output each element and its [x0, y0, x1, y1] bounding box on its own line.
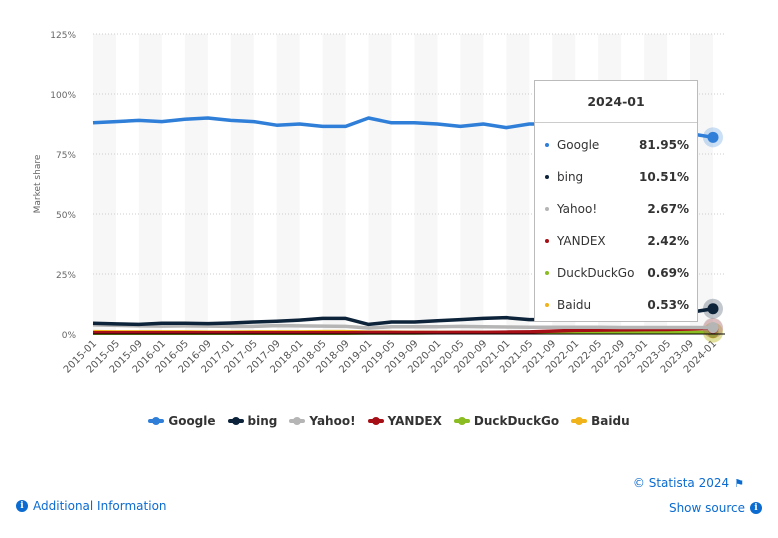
flag-icon: ⚑ [734, 476, 744, 490]
legend-item-baidu[interactable]: Baidu [571, 414, 630, 428]
tooltip-row: Google 81.95% [535, 129, 697, 161]
grid-band [506, 34, 530, 334]
y-tick-label: 0% [62, 331, 77, 341]
show-source-link[interactable]: Show source i [669, 501, 762, 515]
legend-label: Yahoo! [309, 414, 356, 428]
tooltip-series-value: 81.95% [639, 138, 689, 152]
y-tick-label: 50% [56, 211, 76, 221]
tooltip-series-name: Google [557, 138, 600, 152]
legend-label: Google [168, 414, 216, 428]
tooltip-series-name: Yahoo! [557, 202, 598, 216]
series-dot-icon [545, 143, 549, 147]
grid-band [138, 34, 162, 334]
tooltip-series-value: 2.67% [647, 202, 689, 216]
info-icon: i [16, 500, 28, 512]
y-tick-label: 100% [50, 91, 76, 101]
legend-item-yahoo[interactable]: Yahoo! [289, 414, 356, 428]
legend-item-duckduckgo[interactable]: DuckDuckGo [453, 414, 560, 428]
series-line-yandex [93, 326, 714, 335]
legend-swatch [148, 417, 165, 425]
tooltip-row: Yahoo! 2.67% [535, 193, 697, 225]
tooltip-series-name: DuckDuckGo [557, 266, 635, 280]
series-line-yahoo [92, 323, 714, 330]
tooltip-series-name: YANDEX [557, 234, 606, 248]
tooltip-series-value: 2.42% [647, 234, 689, 248]
data-point-marker [707, 322, 719, 334]
tooltip-title: 2024-01 [535, 81, 697, 123]
grid-band [230, 34, 254, 334]
grid-band [322, 34, 346, 334]
legend-item-bing[interactable]: bing [227, 414, 278, 428]
additional-information-link[interactable]: i Additional Information [16, 499, 167, 513]
grid-band [414, 34, 438, 334]
legend-item-google[interactable]: Google [148, 414, 216, 428]
legend-swatch [367, 417, 384, 425]
legend-swatch [289, 417, 306, 425]
series-dot-icon [545, 271, 549, 275]
legend: Google bing Yahoo! YANDEX DuckDuckGo Baidu [0, 414, 778, 428]
series-dot-icon [545, 207, 549, 211]
legend-item-yandex[interactable]: YANDEX [367, 414, 442, 428]
legend-label: bing [247, 414, 278, 428]
legend-label: Baidu [591, 414, 630, 428]
y-tick-label: 125% [50, 31, 76, 41]
tooltip-row: bing 10.51% [535, 161, 697, 193]
tooltip: 2024-01 Google 81.95% bing 10.51% Yahoo! 2.67… [534, 80, 698, 322]
tooltip-series-value: 10.51% [639, 170, 689, 184]
y-tick-label: 75% [56, 151, 76, 161]
legend-label: YANDEX [387, 414, 442, 428]
tooltip-series-value: 0.69% [647, 266, 689, 280]
grid-band [93, 34, 116, 334]
grid-band [368, 34, 392, 334]
y-axis-label: Market share [33, 154, 43, 213]
legend-swatch [227, 417, 244, 425]
y-tick-label: 25% [56, 271, 76, 281]
legend-label: DuckDuckGo [473, 414, 560, 428]
tooltip-row: YANDEX 2.42% [535, 225, 697, 257]
tooltip-row: DuckDuckGo 0.69% [535, 257, 697, 289]
tooltip-series-name: bing [557, 170, 584, 184]
series-dot-icon [545, 175, 549, 179]
grid-band [460, 34, 484, 334]
show-source-label: Show source [668, 501, 745, 515]
copyright-link[interactable]: © Statista 2024 ⚑ [633, 476, 744, 490]
additional-information-label: Additional Information [33, 499, 167, 513]
grid-band [276, 34, 300, 334]
grid-band [184, 34, 208, 334]
data-point-marker [707, 131, 719, 143]
tooltip-series-value: 0.53% [647, 298, 689, 312]
legend-swatch [571, 417, 588, 425]
legend-swatch [453, 417, 470, 425]
tooltip-row: Baidu 0.53% [535, 289, 697, 321]
tooltip-series-name: Baidu [557, 298, 592, 312]
data-point-marker [707, 303, 719, 315]
info-icon: i [750, 502, 762, 514]
series-dot-icon [545, 239, 549, 243]
series-dot-icon [545, 303, 549, 307]
copyright-text: © Statista 2024 [632, 476, 730, 490]
